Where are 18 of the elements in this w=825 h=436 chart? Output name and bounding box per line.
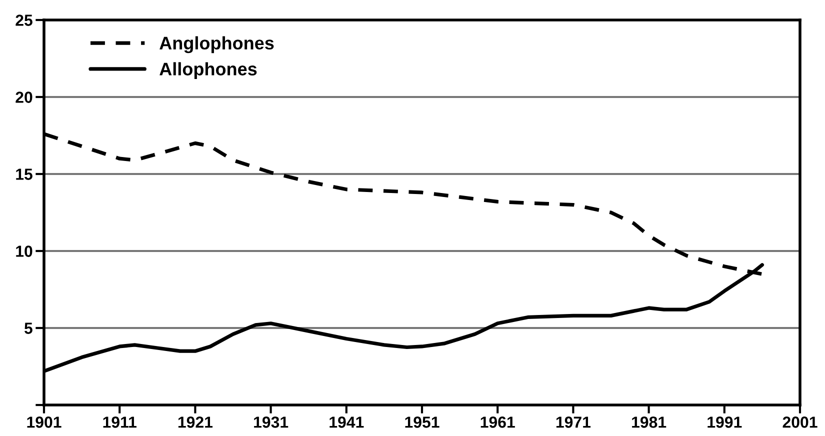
x-tick-label: 1951 [405, 416, 440, 428]
x-tick-label: 2001 [782, 416, 818, 428]
y-tick-label: 10 [16, 246, 32, 257]
x-tick-label: 1911 [103, 416, 136, 428]
x-tick-label: 1921 [178, 416, 213, 428]
x-tick-label: 1961 [480, 416, 515, 428]
y-tick-label: 20 [16, 92, 32, 103]
x-tick-label: 1901 [27, 416, 62, 428]
y-tick-label: 15 [16, 168, 32, 180]
x-tick-label: 1941 [330, 416, 364, 428]
x-tick-label: 1981 [632, 416, 666, 428]
x-tick-label: 1971 [556, 416, 591, 428]
x-tick-label: 1931 [254, 416, 288, 428]
legend-label: Allophones [160, 62, 257, 80]
x-tick-label: 1991 [708, 416, 742, 428]
y-tick-label: 25 [16, 14, 32, 26]
y-tick-label: 5 [24, 322, 32, 334]
legend-label: Anglophones [160, 36, 274, 54]
